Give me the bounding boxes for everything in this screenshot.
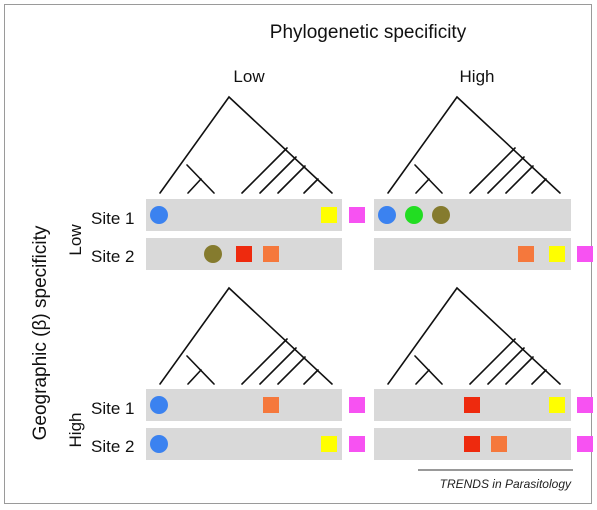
- row-label-low: Low: [66, 224, 85, 256]
- phylogenetic-tree: [387, 95, 561, 194]
- marker-square-orange: [491, 436, 507, 452]
- marker-square-yellow: [321, 207, 337, 223]
- marker-square-yellow: [549, 246, 565, 262]
- phylogenetic-tree: [159, 286, 333, 385]
- figure-frame: Phylogenetic specificity Low High Geogra…: [4, 4, 593, 504]
- marker-square-red: [464, 397, 480, 413]
- site-label-high-site-2: Site 2: [91, 437, 134, 456]
- marker-square-magenta: [577, 246, 593, 262]
- marker-square-orange: [518, 246, 534, 262]
- marker-circle-blue: [150, 396, 168, 414]
- phylogenetic-tree: [159, 95, 333, 194]
- site-band-low-geo-high-phylo-site-1: [374, 199, 571, 231]
- marker-square-magenta: [349, 207, 365, 223]
- site-band-low-geo-low-phylo-site-1: [146, 199, 342, 231]
- site-band-low-geo-high-phylo-site-2: [374, 238, 571, 270]
- marker-square-magenta: [349, 397, 365, 413]
- row-axis-label: Geographic (β) specificity: [30, 225, 51, 440]
- marker-square-magenta: [349, 436, 365, 452]
- site-band-high-geo-low-phylo-site-2: [146, 428, 342, 460]
- specificity-diagram: Phylogenetic specificity Low High Geogra…: [30, 22, 593, 491]
- site-bands: [146, 199, 571, 460]
- marker-square-magenta: [577, 397, 593, 413]
- marker-circle-green: [405, 206, 423, 224]
- column-label-high: High: [460, 67, 495, 86]
- credit-text: TRENDS in Parasitology: [440, 477, 572, 491]
- marker-circle-olive: [432, 206, 450, 224]
- marker-square-yellow: [549, 397, 565, 413]
- site-label-low-site-2: Site 2: [91, 247, 134, 266]
- marker-square-magenta: [577, 436, 593, 452]
- marker-circle-blue: [150, 206, 168, 224]
- diagram-title: Phylogenetic specificity: [270, 22, 467, 43]
- marker-square-red: [464, 436, 480, 452]
- row-label-high: High: [66, 413, 85, 448]
- marker-circle-blue: [378, 206, 396, 224]
- column-label-low: Low: [233, 67, 265, 86]
- marker-circle-blue: [150, 435, 168, 453]
- phylogenetic-tree: [387, 286, 561, 385]
- site-label-low-site-1: Site 1: [91, 209, 134, 228]
- site-label-high-site-1: Site 1: [91, 399, 134, 418]
- marker-circle-olive: [204, 245, 222, 263]
- marker-square-orange: [263, 397, 279, 413]
- marker-square-orange: [263, 246, 279, 262]
- marker-square-red: [236, 246, 252, 262]
- phylogenetic-trees: [159, 95, 561, 385]
- site-band-high-geo-low-phylo-site-1: [146, 389, 342, 421]
- species-markers: [150, 206, 593, 453]
- marker-square-yellow: [321, 436, 337, 452]
